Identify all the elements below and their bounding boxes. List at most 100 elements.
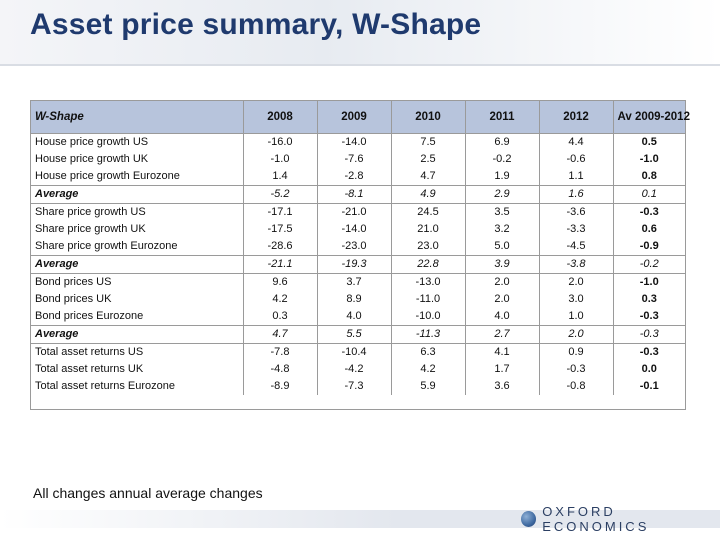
row-label: House price growth UK — [35, 153, 149, 165]
row-label: Bond prices US — [35, 276, 112, 288]
column-header: 2010 — [390, 101, 465, 134]
column-header: 2012 — [538, 101, 613, 134]
table-cell: -0.8 — [538, 378, 613, 395]
table-cell: -11.3 — [390, 325, 465, 344]
table-cell: 4.9 — [390, 185, 465, 204]
page-title: Asset price summary, W-Shape — [30, 8, 482, 41]
table-cell: 2.0 — [538, 325, 613, 344]
table-cell: 3.0 — [538, 291, 613, 308]
average-row: Average -5.2 -8.1 4.9 2.9 1.6 0.1 — [31, 185, 685, 204]
table-cell: -8.1 — [316, 185, 391, 204]
table-row: Bond prices Eurozone 0.3 4.0 -10.0 4.0 1.0 -0.… — [31, 308, 685, 326]
title-band: Asset price summary, W-Shape — [0, 0, 720, 66]
table-cell: 1.9 — [464, 168, 539, 186]
table-cell: -0.6 — [538, 151, 613, 168]
table-cell: 2.0 — [464, 273, 539, 291]
column-header: 2009 — [316, 101, 391, 134]
table-cell: 4.7 — [242, 325, 317, 344]
column-header: 2011 — [464, 101, 539, 134]
table-cell: 2.0 — [464, 291, 539, 308]
table-cell: -3.6 — [538, 203, 613, 221]
table-cell: -1.0 — [612, 273, 685, 291]
table-cell: -0.9 — [612, 238, 685, 256]
average-row: Average 4.7 5.5 -11.3 2.7 2.0 -0.3 — [31, 325, 685, 344]
row-label: Total asset returns Eurozone — [35, 380, 176, 392]
row-label: Share price growth UK — [35, 223, 146, 235]
table-cell: 5.0 — [464, 238, 539, 256]
table-cell: 24.5 — [390, 203, 465, 221]
oxford-economics-logo: OXFORD ECONOMICS — [521, 504, 720, 534]
table-cell: 4.4 — [538, 133, 613, 151]
table-cell: 22.8 — [390, 255, 465, 274]
data-table-frame: W-Shape 2008 2009 2010 2011 2012 Av 2009… — [30, 100, 690, 410]
table-cell: 3.5 — [464, 203, 539, 221]
footnote: All changes annual average changes — [33, 485, 263, 501]
table-cell: 0.3 — [612, 291, 685, 308]
table-cell: -13.0 — [390, 273, 465, 291]
average-row: Average -21.1 -19.3 22.8 3.9 -3.8 -0.2 — [31, 255, 685, 274]
table-header-row: W-Shape 2008 2009 2010 2011 2012 Av 2009… — [31, 101, 690, 134]
table-cell: 0.6 — [612, 221, 685, 238]
column-header: 2008 — [242, 101, 317, 134]
asset-price-table: W-Shape 2008 2009 2010 2011 2012 Av 2009… — [31, 101, 690, 395]
table-cell: 1.7 — [464, 361, 539, 378]
table-cell: -28.6 — [242, 238, 317, 256]
table-row: Total asset returns UK -4.8 -4.2 4.2 1.7 -0.3… — [31, 361, 685, 378]
table-cell: -7.3 — [316, 378, 391, 395]
table-body: House price growth US -16.0 -14.0 7.5 6.9 4.4… — [31, 133, 685, 395]
table-cell: -0.2 — [464, 151, 539, 168]
table-cell: -2.8 — [316, 168, 391, 186]
table-cell: 2.9 — [464, 185, 539, 204]
table-cell: 0.9 — [538, 343, 613, 361]
table-cell: -10.4 — [316, 343, 391, 361]
table-cell: 4.0 — [464, 308, 539, 326]
table-row: Total asset returns Eurozone -8.9 -7.3 5.9 3… — [31, 378, 685, 395]
table-cell: 2.0 — [538, 273, 613, 291]
table-cell: 4.0 — [316, 308, 391, 326]
table-cell: 5.5 — [316, 325, 391, 344]
table-cell: 6.3 — [390, 343, 465, 361]
table-cell: -0.3 — [612, 308, 685, 326]
table-cell: -14.0 — [316, 133, 391, 151]
corner-label: W-Shape — [31, 101, 243, 134]
row-label: House price growth Eurozone — [35, 170, 180, 182]
table-cell: -21.1 — [242, 255, 317, 274]
table-cell: 1.4 — [242, 168, 317, 186]
table-cell: 0.1 — [612, 185, 685, 204]
table-cell: 8.9 — [316, 291, 391, 308]
footer-band — [0, 510, 720, 528]
table-row: House price growth US -16.0 -14.0 7.5 6.9 4.4… — [31, 133, 685, 151]
row-label: Average — [31, 255, 243, 274]
row-label: Total asset returns UK — [35, 363, 144, 375]
table-cell: -0.3 — [612, 203, 685, 221]
table-cell: 9.6 — [242, 273, 317, 291]
table-row: Share price growth Eurozone -28.6 -23.0 23.… — [31, 238, 685, 256]
table-cell: 0.8 — [612, 168, 685, 186]
table-cell: -8.9 — [242, 378, 317, 395]
table-cell: -4.5 — [538, 238, 613, 256]
table-cell: 4.7 — [390, 168, 465, 186]
table-cell: 0.0 — [612, 361, 685, 378]
table-cell: 4.2 — [242, 291, 317, 308]
row-label: Average — [31, 185, 243, 204]
table-row: Bond prices US 9.6 3.7 -13.0 2.0 2.0 -1.0 — [31, 273, 685, 291]
table-cell: -5.2 — [242, 185, 317, 204]
table-cell: 2.5 — [390, 151, 465, 168]
table-cell: 1.0 — [538, 308, 613, 326]
table-cell: -17.5 — [242, 221, 317, 238]
table-row: Total asset returns US -7.8 -10.4 6.3 4.1 0.9… — [31, 343, 685, 361]
table-cell: 3.2 — [464, 221, 539, 238]
table-cell: -23.0 — [316, 238, 391, 256]
table-cell: -19.3 — [316, 255, 391, 274]
table-row: Bond prices UK 4.2 8.9 -11.0 2.0 3.0 0.3 — [31, 291, 685, 308]
table-cell: 0.3 — [242, 308, 317, 326]
logo-text: OXFORD ECONOMICS — [542, 504, 650, 534]
row-label: Total asset returns US — [35, 346, 144, 358]
table-cell: -10.0 — [390, 308, 465, 326]
table-cell: 0.5 — [612, 133, 685, 151]
table-cell: -21.0 — [316, 203, 391, 221]
row-label: House price growth US — [35, 136, 149, 148]
row-label: Bond prices Eurozone — [35, 310, 144, 322]
table-cell: 3.6 — [464, 378, 539, 395]
globe-icon — [521, 511, 537, 527]
